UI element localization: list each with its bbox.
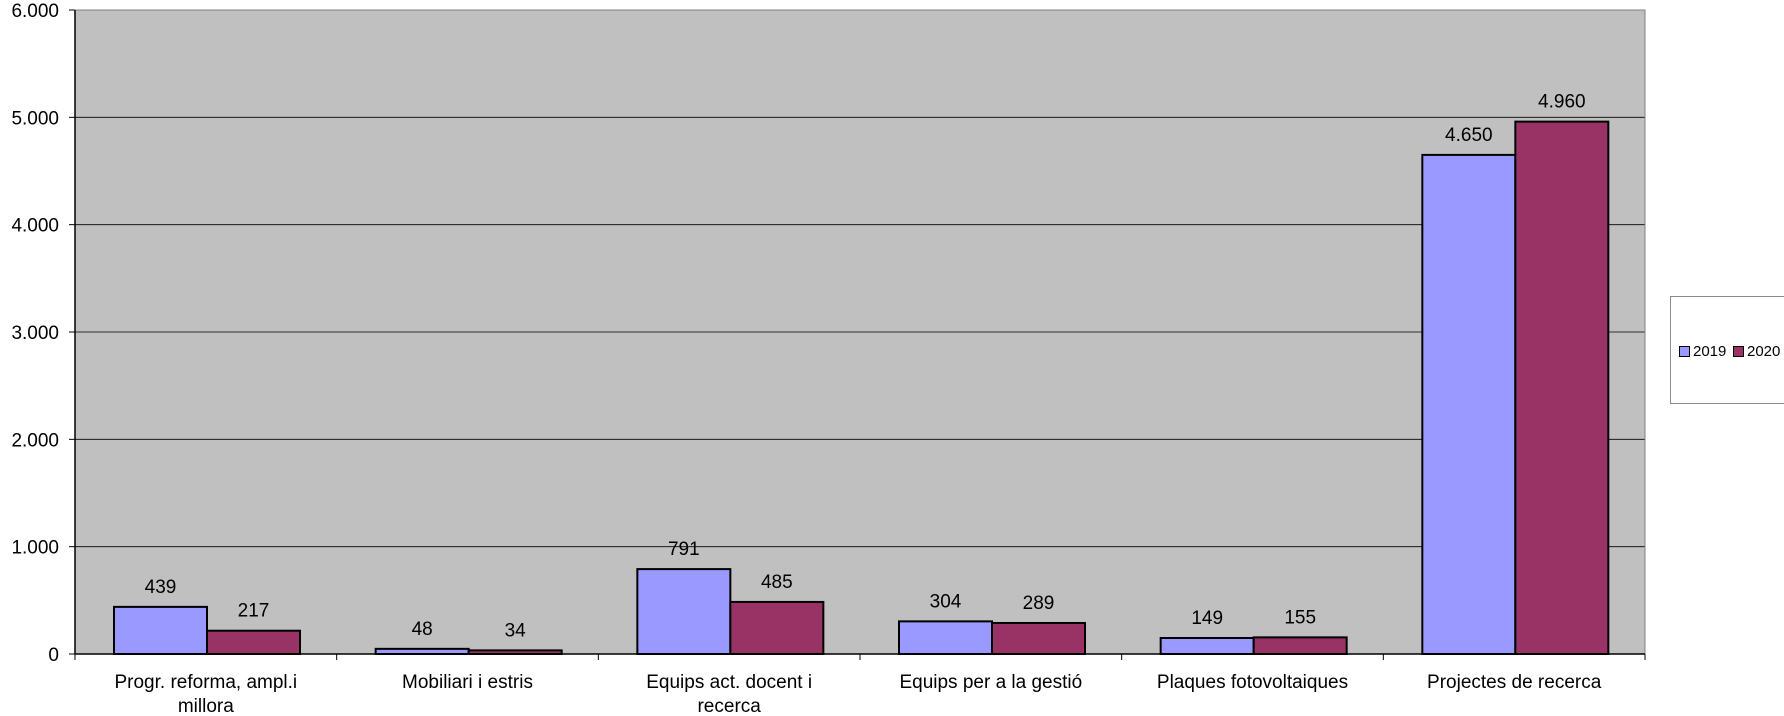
y-tick-label: 1.000 [11, 538, 59, 559]
x-tick-label: Mobiliari i estris [402, 672, 533, 693]
legend-item-2019: 2019 [1679, 343, 1726, 360]
data-label: 217 [238, 601, 270, 622]
y-tick-label: 4.000 [11, 216, 59, 237]
legend-swatch-2019 [1679, 346, 1690, 357]
data-label: 289 [1023, 593, 1055, 614]
bar-2020 [206, 629, 301, 656]
bar-2019 [636, 568, 732, 655]
bar-2020 [729, 600, 825, 656]
bars [113, 120, 1610, 656]
legend: 2019 2020 [1670, 296, 1784, 404]
data-label: 48 [412, 619, 433, 640]
bar-2020 [1252, 636, 1348, 656]
bar-2019 [898, 620, 993, 655]
data-label: 149 [1191, 608, 1223, 629]
legend-label-2019: 2019 [1693, 343, 1727, 360]
x-tick-label: Equips act. docent i recerca [646, 672, 812, 716]
y-tick-label: 5.000 [11, 108, 59, 129]
data-label: 439 [145, 577, 177, 598]
data-label: 4.960 [1538, 92, 1586, 113]
x-tick-label: Projectes de recerca [1427, 672, 1602, 693]
data-label: 304 [930, 591, 962, 612]
data-labels: 439 217 48 34 791 485 304 289 149 155 4.650 4.960 [145, 92, 1586, 642]
bar-2019 [374, 647, 470, 656]
legend-item-2020: 2020 [1733, 343, 1780, 360]
data-label: 4.650 [1445, 125, 1493, 146]
bar-2019 [1159, 637, 1255, 655]
bar-2020 [991, 621, 1086, 655]
bar-2020 [1514, 120, 1610, 656]
bar-2019 [113, 605, 208, 656]
y-tick-label: 6.000 [11, 1, 59, 22]
y-tick-label: 3.000 [11, 323, 59, 344]
x-tick-label: Progr. reforma, ampl.i millora [114, 672, 297, 716]
legend-label-2020: 2020 [1747, 343, 1781, 360]
x-tick-label: Plaques fotovoltaiques [1157, 672, 1348, 693]
data-label: 485 [761, 572, 793, 593]
bar-2019 [1421, 153, 1517, 655]
legend-swatch-2020 [1733, 346, 1744, 357]
y-tick-label: 0 [48, 645, 59, 666]
data-label: 791 [668, 539, 700, 560]
axes: 0 1.000 2.000 3.000 4.000 5.000 6.000 Progr. re… [11, 1, 1646, 716]
x-tick-label: Equips per a la gestió [899, 672, 1082, 693]
data-label: 34 [505, 620, 527, 641]
data-label: 155 [1284, 607, 1316, 628]
y-tick-label: 2.000 [11, 430, 59, 451]
